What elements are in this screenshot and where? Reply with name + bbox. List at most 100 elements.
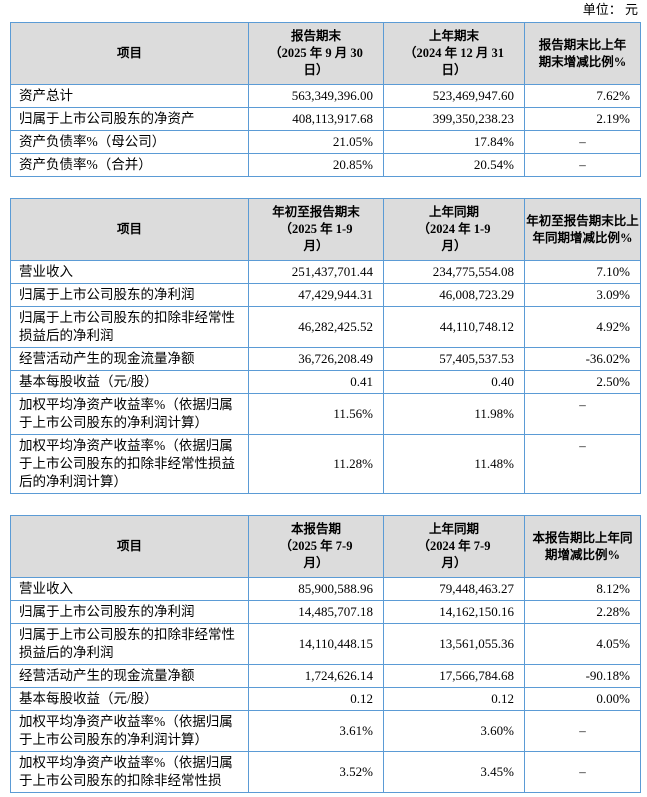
value-change: 4.92% [524, 306, 641, 348]
value-change: 0.00% [524, 687, 641, 711]
table-row: 经营活动产生的现金流量净额 1,724,626.14 17,566,784.68 -9… [10, 664, 641, 688]
value-change: 8.12% [524, 577, 641, 601]
value-prior: 44,110,748.12 [383, 306, 525, 348]
table-row: 资产负债率%（合并） 20.85% 20.54% – [10, 153, 641, 177]
value-current: 563,349,396.00 [248, 84, 384, 108]
value-current: 3.52% [248, 751, 384, 793]
header-change-pct: 报告期末比上年 期末增减比例% [524, 22, 641, 85]
value-prior: 11.98% [383, 393, 525, 435]
table-row: 加权平均净资产收益率%（依据归属于上市公司股东的扣除非经常性损 3.52% 3.45… [10, 751, 641, 793]
item-label: 归属于上市公司股东的净资产 [10, 107, 249, 131]
value-prior: 79,448,463.27 [383, 577, 525, 601]
item-label: 基本每股收益（元/股） [10, 370, 249, 394]
value-current: 46,282,425.52 [248, 306, 384, 348]
value-current: 0.12 [248, 687, 384, 711]
header-change-pct: 本报告期比上年同 期增减比例% [524, 515, 641, 578]
header-prior-period: 上年期末 （2024 年 12 月 31 日） [383, 22, 525, 85]
value-change: – [524, 751, 641, 793]
table-row: 加权平均净资产收益率%（依据归属于上市公司股东的扣除非经常性损益后的净利润计算）… [10, 434, 641, 494]
value-change: 7.10% [524, 260, 641, 284]
header-row: 项目 本报告期 （2025 年 7-9 月） 上年同期 （2024 年 7-9 … [10, 515, 641, 578]
item-label: 资产负债率%（母公司） [10, 130, 249, 154]
value-change: 3.09% [524, 283, 641, 307]
value-prior: 0.12 [383, 687, 525, 711]
period-end-balance-table: 项目 报告期末 （2025 年 9 月 30 日） 上年期末 （2024 年 1… [10, 22, 641, 177]
value-change: 2.50% [524, 370, 641, 394]
item-label: 加权平均净资产收益率%（依据归属于上市公司股东的扣除非经常性损 [10, 751, 249, 793]
header-current-period: 本报告期 （2025 年 7-9 月） [248, 515, 384, 578]
value-current: 47,429,944.31 [248, 283, 384, 307]
value-change: 2.28% [524, 600, 641, 624]
value-change: – [524, 393, 641, 435]
table-header: 项目 年初至报告期末 （2025 年 1-9 月） 上年同期 （2024 年 1… [10, 198, 641, 261]
header-row: 项目 年初至报告期末 （2025 年 1-9 月） 上年同期 （2024 年 1… [10, 198, 641, 261]
value-prior: 17,566,784.68 [383, 664, 525, 688]
value-current: 36,726,208.49 [248, 347, 384, 371]
header-prior-period: 上年同期 （2024 年 1-9 月） [383, 198, 525, 261]
table-row: 营业收入 85,900,588.96 79,448,463.27 8.12% [10, 577, 641, 601]
value-current: 408,113,917.68 [248, 107, 384, 131]
header-current-period: 年初至报告期末 （2025 年 1-9 月） [248, 198, 384, 261]
item-label: 加权平均净资产收益率%（依据归属于上市公司股东的扣除非经常性损益后的净利润计算） [10, 434, 249, 494]
value-prior: 523,469,947.60 [383, 84, 525, 108]
table-row: 基本每股收益（元/股） 0.12 0.12 0.00% [10, 687, 641, 711]
table-row: 归属于上市公司股东的扣除非经常性损益后的净利润 46,282,425.52 44,1… [10, 306, 641, 348]
table-row: 基本每股收益（元/股） 0.41 0.40 2.50% [10, 370, 641, 394]
item-label: 归属于上市公司股东的扣除非经常性损益后的净利润 [10, 623, 249, 665]
current-quarter-table: 项目 本报告期 （2025 年 7-9 月） 上年同期 （2024 年 7-9 … [10, 515, 641, 793]
item-label: 归属于上市公司股东的扣除非经常性损益后的净利润 [10, 306, 249, 348]
value-prior: 13,561,055.36 [383, 623, 525, 665]
header-item: 项目 [10, 22, 249, 85]
table-row: 经营活动产生的现金流量净额 36,726,208.49 57,405,537.53-… [10, 347, 641, 371]
header-item: 项目 [10, 515, 249, 578]
item-label: 归属于上市公司股东的净利润 [10, 600, 249, 624]
header-prior-period: 上年同期 （2024 年 7-9 月） [383, 515, 525, 578]
table-body: 营业收入 85,900,588.96 79,448,463.27 8.12% 归属于上市… [10, 577, 641, 793]
value-change: – [524, 434, 641, 494]
table-row: 归属于上市公司股东的净利润 47,429,944.31 46,008,723.29 3… [10, 283, 641, 307]
value-change: -36.02% [524, 347, 641, 371]
item-label: 归属于上市公司股东的净利润 [10, 283, 249, 307]
value-prior: 3.45% [383, 751, 525, 793]
value-change: -90.18% [524, 664, 641, 688]
value-change: 2.19% [524, 107, 641, 131]
value-change: 4.05% [524, 623, 641, 665]
table-header: 项目 本报告期 （2025 年 7-9 月） 上年同期 （2024 年 7-9 … [10, 515, 641, 578]
value-current: 14,485,707.18 [248, 600, 384, 624]
value-prior: 46,008,723.29 [383, 283, 525, 307]
item-label: 资产负债率%（合并） [10, 153, 249, 177]
header-change-pct: 年初至报告期末比上 年同期增减比例% [524, 198, 641, 261]
header-current-period: 报告期末 （2025 年 9 月 30 日） [248, 22, 384, 85]
item-label: 经营活动产生的现金流量净额 [10, 664, 249, 688]
value-prior: 399,350,238.23 [383, 107, 525, 131]
table-row: 归属于上市公司股东的净利润 14,485,707.18 14,162,150.16 2… [10, 600, 641, 624]
value-change: – [524, 710, 641, 752]
table-row: 归属于上市公司股东的扣除非经常性损益后的净利润 14,110,448.15 13,5… [10, 623, 641, 665]
value-current: 21.05% [248, 130, 384, 154]
value-current: 14,110,448.15 [248, 623, 384, 665]
value-prior: 14,162,150.16 [383, 600, 525, 624]
item-label: 加权平均净资产收益率%（依据归属于上市公司股东的净利润计算） [10, 393, 249, 435]
year-to-date-table: 项目 年初至报告期末 （2025 年 1-9 月） 上年同期 （2024 年 1… [10, 198, 641, 494]
value-change: 7.62% [524, 84, 641, 108]
item-label: 营业收入 [10, 260, 249, 284]
table-row: 加权平均净资产收益率%（依据归属于上市公司股东的净利润计算） 11.56% 11.9… [10, 393, 641, 435]
value-prior: 57,405,537.53 [383, 347, 525, 371]
value-current: 251,437,701.44 [248, 260, 384, 284]
value-prior: 11.48% [383, 434, 525, 494]
value-change: – [524, 130, 641, 154]
value-current: 20.85% [248, 153, 384, 177]
table-body: 营业收入 251,437,701.44 234,775,554.08 7.10% 归属于… [10, 260, 641, 494]
header-item: 项目 [10, 198, 249, 261]
item-label: 营业收入 [10, 577, 249, 601]
value-prior: 234,775,554.08 [383, 260, 525, 284]
item-label: 资产总计 [10, 84, 249, 108]
value-current: 0.41 [248, 370, 384, 394]
table-row: 资产总计 563,349,396.00 523,469,947.60 7.62% [10, 84, 641, 108]
table-row: 营业收入 251,437,701.44 234,775,554.08 7.10% [10, 260, 641, 284]
item-label: 经营活动产生的现金流量净额 [10, 347, 249, 371]
item-label: 基本每股收益（元/股） [10, 687, 249, 711]
value-current: 1,724,626.14 [248, 664, 384, 688]
value-prior: 20.54% [383, 153, 525, 177]
